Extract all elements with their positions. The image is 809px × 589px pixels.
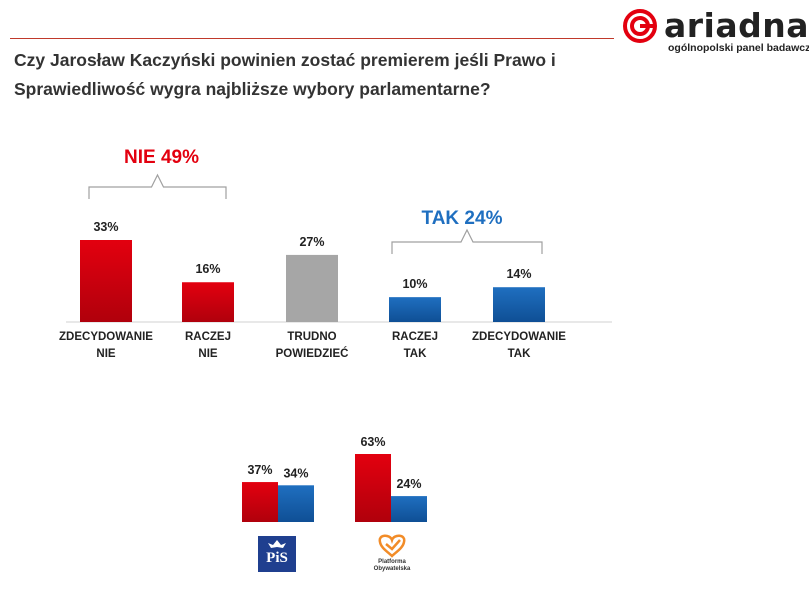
- bar-4: [389, 297, 441, 322]
- bar-value-label-5: 14%: [506, 267, 531, 281]
- group-label-1: NIE 49%: [124, 147, 199, 168]
- po-badge-line1: Platforma: [378, 559, 406, 565]
- category-label-1-line-1: ZDECYDOWANIE: [59, 331, 153, 343]
- bar-1: [80, 240, 132, 322]
- category-label-4-line-2: TAK: [404, 348, 427, 360]
- party-bar-2-series-1: [355, 454, 391, 522]
- group-label-2: TAK 24%: [422, 208, 503, 229]
- category-label-3-line-1: TRUDNO: [287, 331, 336, 343]
- po-badge: Platforma Obywatelska: [368, 532, 416, 576]
- party-bar-1-series-2: [278, 485, 314, 522]
- po-heart-icon: [378, 534, 406, 558]
- party-bar-2-series-2: [391, 496, 427, 522]
- pis-badge: PiS: [258, 536, 296, 572]
- category-label-5-line-1: ZDECYDOWANIE: [472, 331, 566, 343]
- party-bar-value-label-2-1: 63%: [360, 435, 385, 449]
- pis-badge-text: PiS: [266, 550, 288, 566]
- party-bar-value-label-2-2: 24%: [396, 477, 421, 491]
- bar-3: [286, 254, 338, 322]
- category-label-4-line-1: RACZEJ: [392, 331, 438, 343]
- category-label-1-line-2: NIE: [96, 348, 116, 360]
- bar-value-label-4: 10%: [402, 277, 427, 291]
- ariadna-logo: ariadna ogólnopolski panel badawczy: [620, 4, 809, 56]
- group-bracket-2: [391, 228, 543, 254]
- bar-value-label-3: 27%: [299, 235, 324, 249]
- bar-5: [493, 287, 545, 322]
- bar-value-label-2: 16%: [195, 262, 220, 276]
- party-bar-value-label-1-1: 37%: [247, 463, 272, 477]
- party-bar-value-label-1-2: 34%: [283, 466, 308, 480]
- category-label-3-line-2: POWIEDZIEĆ: [276, 347, 349, 360]
- party-bar-1-series-1: [242, 482, 278, 522]
- chart-title: Czy Jarosław Kaczyński powinien zostać p…: [14, 50, 556, 99]
- category-label-2-line-1: RACZEJ: [185, 331, 231, 343]
- logo-text: ariadna: [664, 6, 809, 45]
- bar-2: [182, 282, 234, 322]
- po-badge-line2: Obywatelska: [373, 566, 411, 572]
- header-divider: [10, 38, 614, 39]
- logo-subtitle: ogólnopolski panel badawczy: [668, 42, 809, 54]
- pis-eagle-icon: [268, 540, 286, 548]
- category-label-5-line-2: TAK: [508, 348, 531, 360]
- bar-value-label-1: 33%: [93, 220, 118, 234]
- category-label-2-line-2: NIE: [198, 348, 218, 360]
- ariadna-logo-icon: [623, 9, 657, 43]
- group-bracket-1: [88, 173, 227, 199]
